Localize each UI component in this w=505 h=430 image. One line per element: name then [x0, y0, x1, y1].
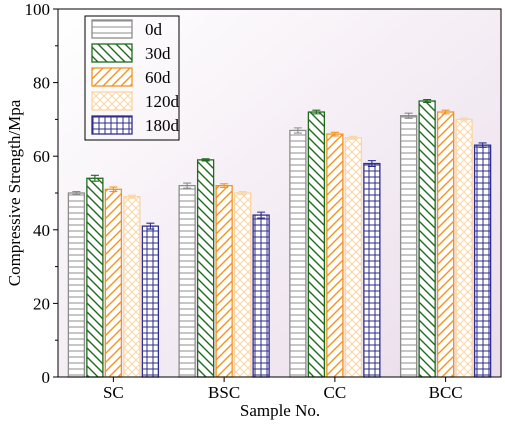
bar-bsc-30d: [196, 159, 215, 378]
bars-layer: [67, 98, 492, 378]
error-bar-sc-180d: [146, 222, 155, 230]
y-tick-label-60: 60: [33, 147, 50, 166]
y-axis-label: Compressive Strength/Mpa: [5, 99, 24, 286]
error-bar-sc-0d: [72, 190, 81, 196]
bar-cc-30d: [307, 111, 326, 378]
legend-swatch-180d: [91, 115, 133, 135]
error-bar-cc-120d: [349, 135, 358, 140]
error-bar-bsc-60d: [220, 183, 229, 189]
error-bar-sc-120d: [127, 194, 136, 199]
bar-sc-180d: [141, 225, 160, 378]
bar-bsc-0d: [178, 184, 196, 378]
error-bar-sc-60d: [109, 186, 118, 193]
legend-swatch-30d: [91, 43, 133, 63]
bar-bcc-120d: [455, 118, 473, 378]
error-bar-bsc-30d: [201, 158, 210, 162]
legend-swatch-120d: [91, 91, 133, 111]
error-bar-bcc-30d: [423, 98, 432, 104]
y-tick-label-80: 80: [33, 74, 50, 93]
y-tick-label-0: 0: [42, 368, 51, 387]
x-tick-label-bcc: BCC: [429, 383, 463, 402]
bar-cc-180d: [363, 162, 381, 378]
legend: 0d 30d 60d 120d 180d: [84, 15, 180, 141]
error-bar-bsc-0d: [183, 182, 192, 189]
error-bar-sc-30d: [90, 174, 99, 182]
bar-cc-60d: [326, 133, 344, 378]
bar-bsc-180d: [252, 214, 270, 378]
error-bar-bsc-180d: [257, 211, 266, 219]
bar-bsc-60d: [215, 184, 233, 378]
bar-sc-0d: [67, 192, 86, 378]
legend-swatch-60d: [91, 67, 133, 87]
bar-bcc-180d: [473, 144, 492, 378]
error-bar-bcc-0d: [404, 112, 413, 119]
x-tick-label-bsc: BSC: [208, 383, 240, 402]
legend-label-60d: 60d: [145, 68, 171, 87]
error-bar-cc-0d: [293, 127, 302, 134]
bar-sc-60d: [104, 188, 123, 378]
error-bar-cc-180d: [367, 160, 376, 168]
error-bar-bsc-120d: [238, 190, 247, 196]
legend-box: [84, 15, 180, 141]
bar-cc-120d: [344, 137, 363, 378]
error-bar-bcc-180d: [478, 142, 487, 148]
error-bar-bcc-60d: [441, 109, 450, 115]
error-bar-bcc-120d: [460, 117, 469, 122]
ticks-layer: SC BSC CC BCC 0 20 40 60 80 100: [25, 0, 463, 402]
bar-bcc-0d: [399, 115, 418, 378]
x-axis-label: Sample No.: [240, 401, 320, 420]
x-tick-label-cc: CC: [324, 383, 347, 402]
bar-bcc-30d: [418, 100, 436, 378]
y-tick-label-40: 40: [33, 221, 50, 240]
legend-label-0d: 0d: [145, 20, 163, 39]
y-tick-label-100: 100: [25, 0, 51, 19]
legend-label-180d: 180d: [145, 116, 180, 135]
y-tick-label-20: 20: [33, 294, 50, 313]
x-tick-label-sc: SC: [103, 383, 124, 402]
legend-swatch-0d: [91, 19, 133, 39]
bar-sc-120d: [123, 196, 141, 378]
bar-cc-0d: [289, 129, 307, 378]
error-bar-cc-30d: [312, 109, 321, 115]
legend-label-120d: 120d: [145, 92, 180, 111]
bar-bsc-120d: [233, 192, 252, 378]
bar-bcc-60d: [436, 111, 455, 378]
bar-sc-30d: [86, 177, 104, 378]
error-bar-cc-60d: [330, 131, 339, 137]
legend-label-30d: 30d: [145, 44, 171, 63]
